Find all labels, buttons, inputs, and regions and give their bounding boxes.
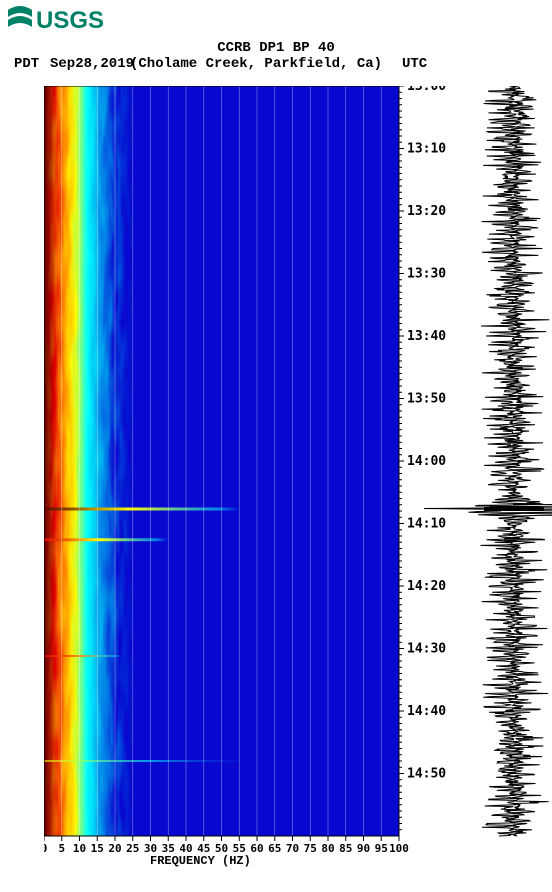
svg-text:85: 85 bbox=[339, 842, 352, 855]
x-axis-label: FREQUENCY (HZ) bbox=[150, 854, 251, 868]
svg-text:25: 25 bbox=[126, 842, 139, 855]
svg-text:14:20: 14:20 bbox=[407, 579, 446, 594]
svg-text:15: 15 bbox=[91, 842, 104, 855]
label-utc: UTC bbox=[402, 56, 427, 72]
svg-text:14:10: 14:10 bbox=[407, 517, 446, 532]
svg-text:90: 90 bbox=[357, 842, 370, 855]
svg-text:60: 60 bbox=[250, 842, 263, 855]
svg-text:13:20: 13:20 bbox=[407, 204, 446, 219]
svg-text:14:30: 14:30 bbox=[407, 642, 446, 657]
svg-text:13:30: 13:30 bbox=[407, 267, 446, 282]
label-date: Sep28,2019 bbox=[50, 56, 134, 72]
svg-text:14:00: 14:00 bbox=[407, 454, 446, 469]
chart-area: 06:0006:1006:2006:3006:4006:5007:0007:10… bbox=[44, 86, 552, 876]
label-pdt: PDT bbox=[14, 56, 39, 72]
svg-text:5: 5 bbox=[58, 842, 65, 855]
svg-text:70: 70 bbox=[286, 842, 299, 855]
svg-text:14:40: 14:40 bbox=[407, 704, 446, 719]
usgs-text: USGS bbox=[36, 7, 104, 34]
svg-text:65: 65 bbox=[268, 842, 281, 855]
svg-text:75: 75 bbox=[304, 842, 317, 855]
svg-text:20: 20 bbox=[108, 842, 121, 855]
chart-title: CCRB DP1 BP 40 bbox=[0, 40, 552, 56]
svg-text:95: 95 bbox=[375, 842, 388, 855]
svg-text:14:50: 14:50 bbox=[407, 767, 446, 782]
svg-text:0: 0 bbox=[44, 842, 47, 855]
label-location: (Cholame Creek, Parkfield, Ca) bbox=[130, 56, 382, 72]
svg-text:13:50: 13:50 bbox=[407, 392, 446, 407]
svg-text:13:10: 13:10 bbox=[407, 142, 446, 157]
usgs-logo: USGS bbox=[6, 4, 116, 34]
svg-text:80: 80 bbox=[321, 842, 334, 855]
svg-text:13:00: 13:00 bbox=[407, 86, 446, 94]
spectrogram bbox=[44, 86, 399, 836]
svg-text:13:40: 13:40 bbox=[407, 329, 446, 344]
svg-text:100: 100 bbox=[389, 842, 409, 855]
svg-text:10: 10 bbox=[73, 842, 86, 855]
